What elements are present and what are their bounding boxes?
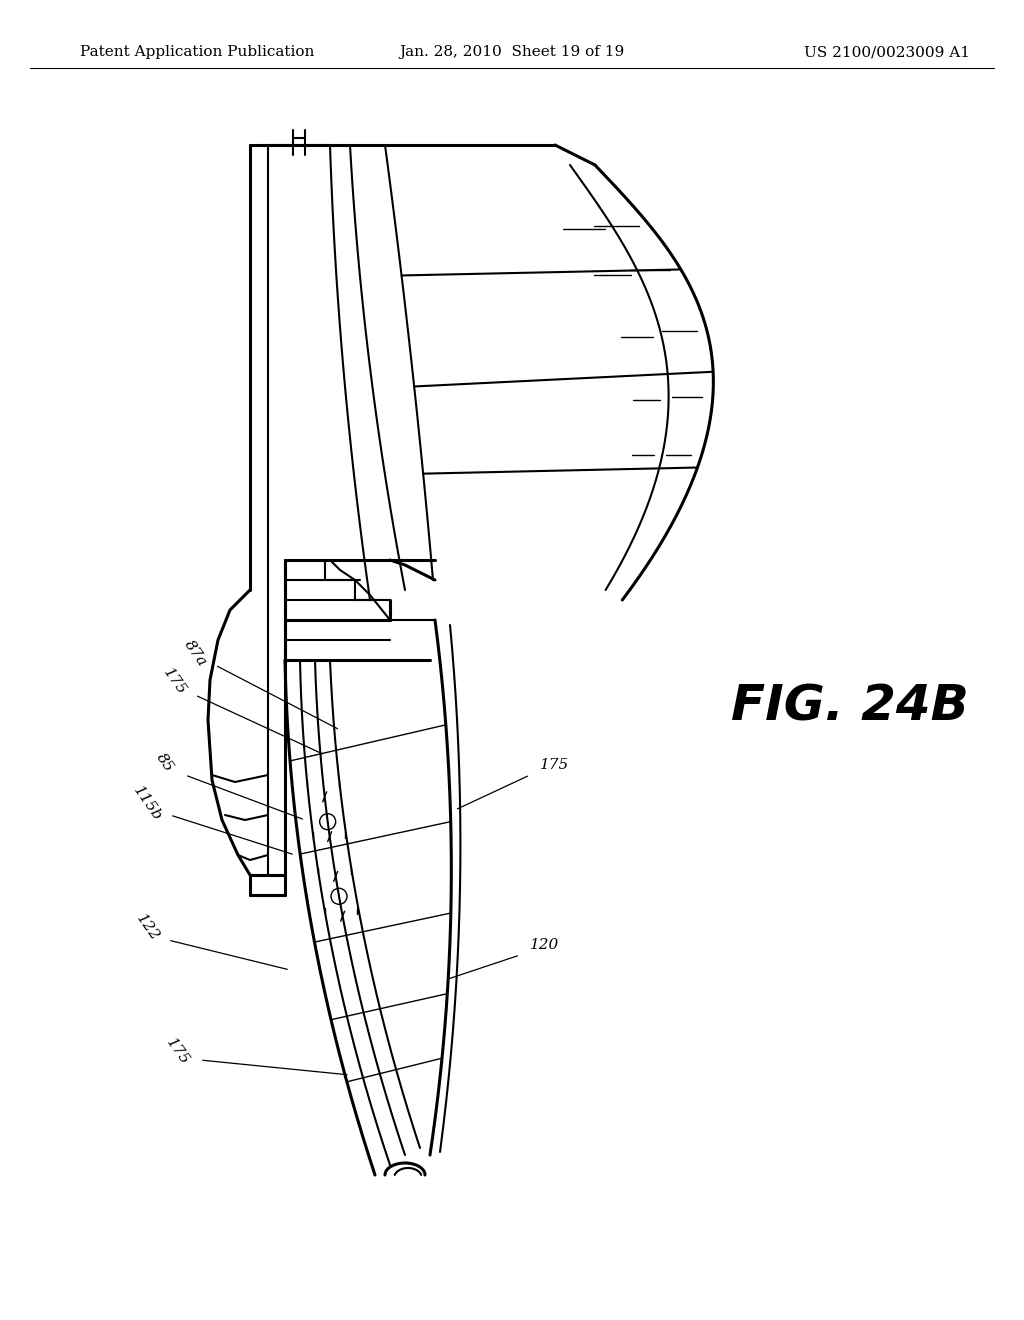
Text: 115b: 115b [130,784,164,824]
Text: 175: 175 [541,758,569,772]
Text: 87a: 87a [181,638,209,669]
Text: FIG. 24B: FIG. 24B [731,682,969,730]
Text: US 2100/0023009 A1: US 2100/0023009 A1 [804,45,970,59]
Text: 175: 175 [161,667,189,698]
Text: Jan. 28, 2010  Sheet 19 of 19: Jan. 28, 2010 Sheet 19 of 19 [399,45,625,59]
Text: 122: 122 [134,912,162,944]
Text: 175: 175 [164,1036,193,1068]
Text: Patent Application Publication: Patent Application Publication [80,45,314,59]
Text: 85: 85 [154,751,176,775]
Text: 120: 120 [530,939,560,952]
